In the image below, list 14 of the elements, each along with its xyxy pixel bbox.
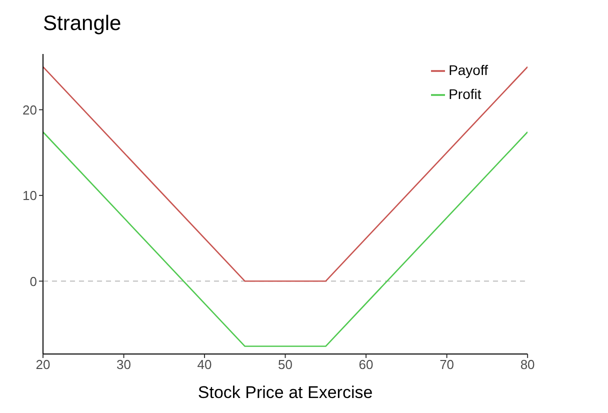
x-tick-label: 50	[278, 357, 293, 372]
x-tick-label: 70	[440, 357, 454, 372]
y-tick-label: 20	[22, 102, 37, 118]
x-axis-title: Stock Price at Exercise	[198, 383, 373, 402]
legend-label: Profit	[448, 86, 482, 102]
x-tick-label: 40	[197, 357, 212, 372]
x-tick-label: 60	[358, 357, 374, 372]
x-tick-label: 20	[36, 357, 50, 372]
legend-label: Payoff	[448, 62, 488, 78]
chart-title: Strangle	[43, 12, 122, 36]
x-tick-label: 80	[520, 357, 535, 372]
x-tick-label: 30	[116, 357, 131, 372]
y-tick-label: 0	[30, 274, 37, 289]
y-tick-label: 10	[22, 188, 37, 204]
